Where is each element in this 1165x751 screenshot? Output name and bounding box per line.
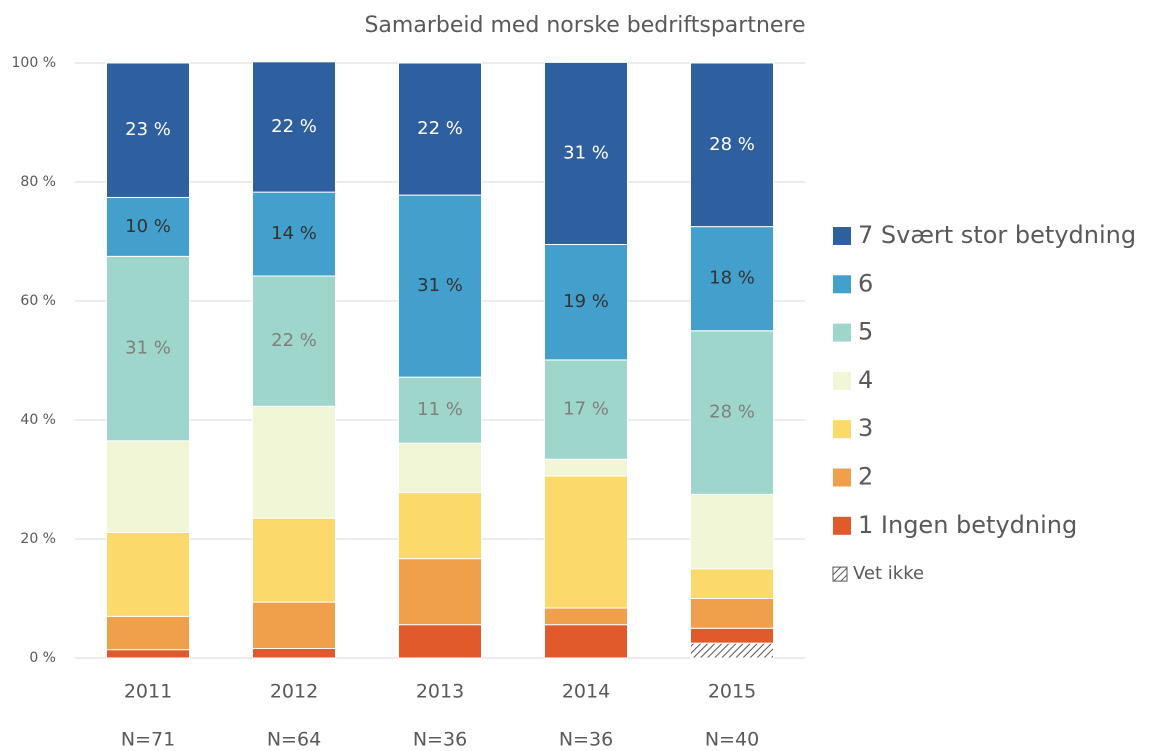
legend-swatch [833,516,851,535]
legend-label: 1 Ingen betydning [858,511,1077,539]
x-sublabel: N=71 [121,729,175,751]
bar-segment [398,442,482,494]
bar-segment [544,458,628,477]
bar-segment [690,627,774,644]
y-tick-label: 40 % [20,412,56,428]
bar-segment [690,493,774,570]
bar-segment [690,568,774,599]
bar-segment [544,475,628,609]
legend-swatch [832,566,848,582]
legend-swatch [833,468,851,487]
y-tick-label: 0 % [29,650,56,666]
y-tick-label: 60 % [20,293,56,309]
x-tick-label: 2015 [708,681,756,703]
y-tick-label: 80 % [20,174,56,190]
bar-segment [544,359,628,460]
x-sublabel: N=40 [705,729,759,751]
legend-label: 5 [858,318,873,346]
data-label: 22 % [417,118,463,139]
data-label: 18 % [709,268,755,289]
bar-segment [398,376,482,444]
bar-segment [252,191,336,277]
data-label: 11 % [417,399,463,420]
bar-segment [106,62,190,198]
data-label: 28 % [709,402,755,423]
bar-segment [252,405,336,519]
data-label: 14 % [271,223,317,244]
bar-segment [690,62,774,228]
legend-swatch [833,227,851,245]
chart-title: Samarbeid med norske bedriftspartnere [364,13,805,38]
data-label: 10 % [125,216,171,237]
bar-segment [106,649,190,659]
data-label: 17 % [563,399,609,420]
bar-segment [398,492,482,560]
bar-segment [398,558,482,626]
data-label: 31 % [563,142,609,163]
legend-label: Vet ikke [853,563,924,584]
legend-label: 6 [858,269,873,297]
bar-segment [106,615,190,651]
bar-segment [544,243,628,361]
bar-segment [398,62,482,196]
bar-segment [690,330,774,495]
x-sublabel: N=36 [559,729,613,751]
x-tick-label: 2011 [124,681,172,703]
data-label: 31 % [417,275,463,296]
bar-segment [544,61,628,245]
bar-segment [398,624,482,659]
bar-segment [398,194,482,378]
data-label: 31 % [125,338,171,359]
legend-label: 3 [858,414,873,442]
x-tick-label: 2013 [416,681,464,703]
data-label: 23 % [125,119,171,140]
legend-swatch [833,371,851,390]
bar-segment [690,598,774,629]
y-tick-label: 100 % [12,55,56,71]
x-tick-label: 2012 [270,681,318,703]
x-sublabel: N=36 [413,729,467,751]
bar-segment [106,196,190,257]
bar-segment [106,440,190,533]
bar-segment [690,642,774,659]
bar-segment [544,607,628,626]
legend-swatch [833,323,851,342]
legend-label: 7 Svært stor betydning [858,221,1136,249]
bar-segment [544,624,628,659]
bar-segment [252,647,336,659]
bar-segment [690,226,774,332]
bar-segment [106,531,190,617]
legend-swatch [833,420,851,439]
data-label: 22 % [271,116,317,137]
x-tick-label: 2014 [562,681,610,703]
data-label: 19 % [563,291,609,312]
y-tick-label: 20 % [20,531,56,547]
x-sublabel: N=64 [267,729,321,751]
data-label: 22 % [271,330,317,351]
bar-segment [106,255,190,442]
legend-label: 2 [858,463,873,491]
bar-segment [252,517,336,603]
legend-label: 4 [858,366,873,394]
bar-segment [252,61,336,193]
legend-swatch [833,275,851,294]
data-label: 28 % [709,134,755,155]
bar-segment [252,601,336,649]
